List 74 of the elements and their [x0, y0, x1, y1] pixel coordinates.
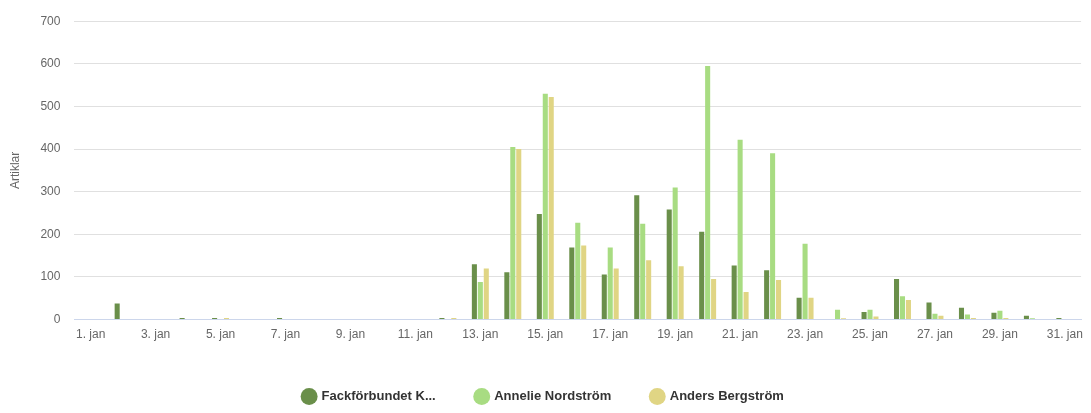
x-tick-label: 5. jan — [205, 327, 236, 342]
x-tick-label: 9. jan — [335, 327, 366, 342]
bar — [607, 247, 613, 320]
bar — [542, 93, 548, 320]
bar — [477, 282, 483, 320]
bar — [808, 297, 814, 320]
bar — [516, 149, 522, 320]
bar — [504, 272, 510, 320]
y-tick-label: 500 — [40, 98, 61, 113]
bar — [672, 187, 678, 320]
bar — [796, 297, 802, 320]
y-tick-label: 400 — [40, 141, 61, 156]
bar — [764, 270, 770, 320]
bar — [711, 279, 717, 320]
bar — [569, 247, 575, 320]
bar — [666, 209, 672, 320]
x-tick-label: 17. jan — [592, 327, 629, 342]
bar — [640, 223, 646, 320]
bar — [861, 311, 867, 320]
x-tick-label: 1. jan — [75, 327, 106, 342]
bar — [731, 265, 737, 320]
bar — [835, 309, 841, 320]
x-tick-label: 31. jan — [1046, 327, 1083, 342]
bar — [613, 268, 619, 320]
bar — [905, 299, 911, 320]
y-tick-label: 700 — [40, 13, 61, 28]
bar — [802, 243, 808, 320]
legend-label: Annelie Nordström — [494, 388, 612, 404]
y-axis-title: Artiklar — [7, 151, 22, 190]
x-tick-label: 19. jan — [657, 327, 694, 342]
bar — [581, 245, 587, 320]
bar — [991, 312, 997, 320]
bar — [743, 291, 749, 320]
y-tick-label: 200 — [40, 226, 61, 241]
bar — [114, 303, 120, 320]
legend-label: Fackförbundet K... — [321, 388, 436, 404]
x-tick-label: 23. jan — [787, 327, 824, 342]
bar — [737, 139, 743, 320]
bar — [678, 266, 684, 320]
bar — [958, 307, 965, 320]
bar — [646, 260, 652, 320]
y-tick-label: 0 — [53, 311, 61, 326]
bar — [899, 296, 906, 320]
x-tick-label: 15. jan — [527, 327, 564, 342]
y-tick-label: 600 — [40, 56, 61, 71]
bar — [926, 302, 932, 320]
bar — [964, 314, 970, 320]
bar — [575, 222, 581, 320]
bar — [997, 310, 1003, 320]
x-tick-label: 29. jan — [981, 327, 1018, 342]
bar — [873, 316, 879, 320]
bar — [705, 65, 711, 320]
bar — [536, 213, 542, 320]
x-tick-label: 3. jan — [140, 327, 171, 342]
x-tick-label: 27. jan — [916, 327, 953, 342]
y-tick-label: 100 — [40, 269, 61, 284]
bar — [601, 274, 607, 320]
x-tick-label: 21. jan — [722, 327, 759, 342]
x-tick-label: 13. jan — [462, 327, 499, 342]
x-tick-label: 25. jan — [852, 327, 889, 342]
bar — [867, 309, 873, 320]
bar — [548, 97, 554, 320]
bar — [894, 279, 900, 320]
bar — [634, 195, 640, 320]
legend-label: Anders Bergström — [669, 388, 784, 404]
bar — [699, 231, 705, 320]
bar — [510, 146, 516, 320]
bar — [770, 153, 776, 320]
bar — [471, 264, 477, 320]
bar — [483, 268, 489, 320]
x-tick-label: 11. jan — [397, 327, 433, 342]
x-tick-label: 7. jan — [270, 327, 301, 342]
y-tick-label: 300 — [40, 184, 61, 199]
bar — [776, 279, 782, 320]
